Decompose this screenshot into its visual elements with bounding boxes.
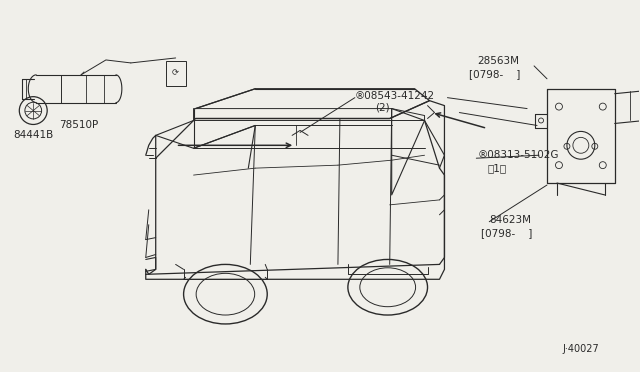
Text: 84623M: 84623M [489, 215, 531, 225]
Text: ®08543-41242: ®08543-41242 [355, 91, 435, 101]
Text: J·40027: J·40027 [562, 344, 599, 354]
Text: ®08313-5102G: ®08313-5102G [477, 150, 559, 160]
Text: (2): (2) [375, 103, 389, 113]
Text: 78510P: 78510P [60, 121, 99, 131]
Text: 28563M: 28563M [477, 56, 519, 66]
Text: （1）: （1） [487, 163, 506, 173]
Text: [0798-    ]: [0798- ] [481, 228, 532, 238]
Text: ⟳: ⟳ [172, 68, 179, 77]
Text: 84441B: 84441B [13, 131, 53, 140]
Bar [166, 61, 186, 86]
Text: [0798-    ]: [0798- ] [469, 69, 521, 79]
